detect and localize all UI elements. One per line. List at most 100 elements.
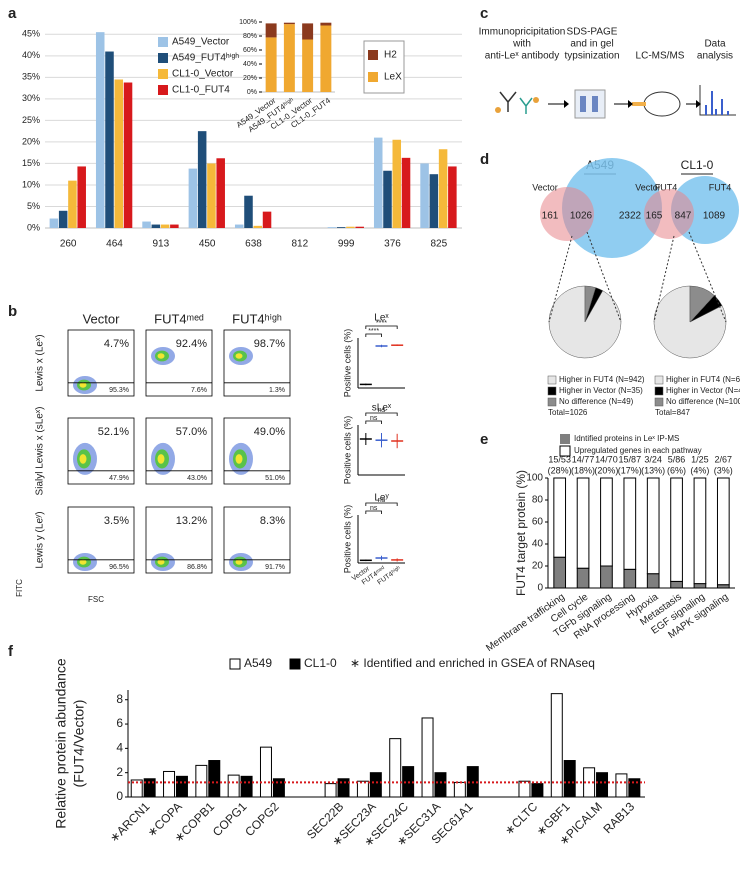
flow-plot [67,417,135,485]
x-tick-label: 812 [291,239,308,250]
legend-label: Upregulated genes in each pathway [574,446,702,455]
venn-count: 165 [646,211,663,222]
significance-label: ns [378,497,386,504]
flow-density [79,559,87,565]
bar [327,227,337,228]
value-label: (18%) [571,465,595,475]
gate-percent: 7.6% [191,387,207,394]
bar [142,221,151,228]
bar [208,760,221,798]
legend-label: A549_FUT4ʰⁱᵍʰ [172,53,239,64]
bar [346,226,355,228]
total-label: Total=847 [655,408,690,417]
y-axis-label: Positive cells (%) [342,416,352,485]
flow-plot [223,417,291,485]
flow-density [157,353,165,359]
bar [195,764,208,798]
legend-swatch [654,397,664,407]
bar [234,224,244,228]
bar [550,693,563,798]
flow-density [79,454,87,464]
ms-icon [632,102,646,106]
connector [548,231,622,323]
legend-label: Higher in FUT4 (N=942) [559,375,645,384]
gate-percent: 95.3% [109,387,129,394]
gate-percent: 8.3% [260,515,285,527]
bar [531,783,544,798]
axis-label: FITC [15,579,24,597]
bar [438,149,448,228]
y-tick-label: 0 [116,789,123,803]
gel-icon [574,89,606,119]
ms-icon [643,91,681,117]
bar [355,226,364,228]
gate-percent: 98.7% [254,338,285,350]
bar [114,79,124,228]
panel-label: b [8,303,17,320]
pie-slice [689,285,715,323]
bar [244,195,253,228]
y-axis-label: FUT4 target protein (%) [514,470,528,596]
bar [383,170,392,228]
venn-count: 1026 [570,211,593,222]
column-header: FUT4ᵐᵉᵈ [154,311,204,326]
legend-swatch [229,658,241,670]
bar [123,82,133,228]
spectrum-icon [705,91,729,115]
bar-segment [320,22,332,26]
gel-lane [592,96,598,112]
legend-label: No difference (N=49) [559,397,634,406]
bar [563,760,576,798]
bar [49,218,59,228]
bar-segment [623,568,637,589]
workflow-step: LC-MS/MS [636,51,685,62]
legend-swatch [158,69,168,79]
legend-label: Higher in Vector (N=35) [559,386,643,395]
legend-label: H2 [384,50,397,61]
bar [615,773,628,798]
y-tick-label: 60 [532,517,544,528]
y-axis-label: Positive cells (%) [342,329,352,398]
arrow-head [564,100,701,108]
bar-segment [623,477,637,570]
bar [105,51,114,228]
y-axis-label: Relative protein abundance [53,658,69,829]
flow-density [157,559,165,565]
gate-percent: 92.4% [176,338,207,350]
legend-box [363,40,405,94]
x-tick-label: 464 [106,239,123,250]
y-tick-label: 40% [22,50,40,60]
bar [163,770,176,798]
panel-label: c [480,5,488,22]
bar-segment [600,565,613,589]
legend-swatch [654,375,664,385]
bar-segment [670,477,683,582]
bar-segment [320,25,332,92]
legend-label: Higher in Vector (N=48) [666,386,740,395]
bar [175,775,188,798]
y-tick-label: 40% [243,61,257,68]
bar [401,157,411,228]
gate-percent: 91.7% [265,564,285,571]
venn-label: FUT4 [709,182,732,192]
bar-segment [576,567,590,589]
bar [336,227,346,228]
venn-label: Vector [532,182,558,192]
workflow-step: Data [704,39,726,50]
y-tick-label: 30% [22,93,40,103]
y-axis-label: Positive cells (%) [342,505,352,574]
y-tick-label: 20 [532,561,544,572]
bar [356,780,369,798]
bar [421,717,434,798]
y-tick-label: 25% [22,115,40,125]
flow-density [235,559,243,565]
bar [448,166,457,228]
bar [369,772,382,798]
x-tick-label: 450 [199,239,216,250]
y-tick-label: 80% [243,33,257,40]
bar-segment [283,24,295,93]
gate-percent: 47.9% [109,475,129,482]
bar [160,224,170,228]
